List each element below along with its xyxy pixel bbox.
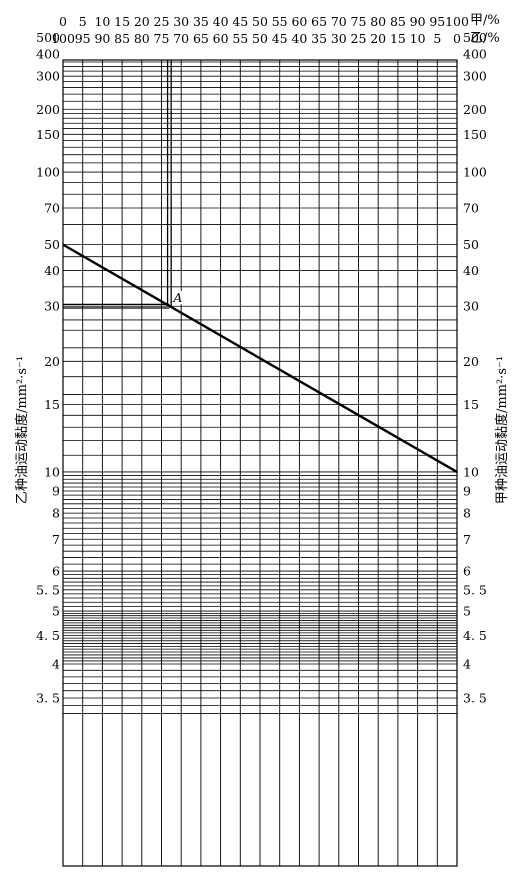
series-layer: A: [62, 243, 458, 473]
top-tick-a-label: 50: [252, 14, 268, 29]
top-tick-b-label: 90: [94, 31, 110, 46]
top-tick-b-label: 20: [370, 31, 386, 46]
right-y-tick-label: 9: [463, 483, 471, 498]
left-y-tick-label: 5: [52, 604, 60, 619]
top-tick-a-label: 5: [79, 14, 87, 29]
left-y-tick-label: 3. 5: [36, 690, 60, 705]
left-axis-label: 乙种油运动黏度/mm²·s⁻¹: [14, 356, 30, 504]
left-y-tick-label: 40: [44, 263, 60, 278]
tick-labels: 0100595109015852080257530703565406045555…: [36, 14, 487, 705]
top-tick-b-label: 10: [410, 31, 426, 46]
top-tick-a-label: 100: [445, 14, 469, 29]
right-y-tick-label: 300: [463, 69, 487, 84]
left-y-tick-label: 10: [44, 464, 60, 479]
left-y-tick-label: 7: [52, 532, 60, 547]
series-line: [62, 243, 458, 473]
left-y-tick-label: 4. 5: [36, 628, 60, 643]
left-y-tick-label: 8: [52, 506, 60, 521]
top-tick-b-label: 35: [311, 31, 327, 46]
right-y-tick-label: 4. 5: [463, 628, 487, 643]
top-tick-a-label: 55: [272, 14, 288, 29]
right-y-tick-label: 100: [463, 165, 487, 180]
annotation-point-a: A: [172, 290, 182, 305]
top-tick-b-label: 50: [252, 31, 268, 46]
left-y-tick-label: 100: [36, 165, 60, 180]
top-tick-b-label: 45: [272, 31, 288, 46]
top-tick-b-label: 15: [390, 31, 406, 46]
top-tick-a-label: 25: [154, 14, 170, 29]
top-tick-b-label: 75: [154, 31, 170, 46]
top-tick-b-label: 30: [331, 31, 347, 46]
left-y-tick-label: 500: [36, 30, 60, 45]
right-y-tick-label: 70: [463, 201, 479, 216]
left-y-tick-label: 300: [36, 69, 60, 84]
top-tick-a-label: 10: [94, 14, 110, 29]
top-tick-a-label: 75: [351, 14, 367, 29]
top-tick-a-label: 20: [134, 14, 150, 29]
top-tick-a-label: 15: [114, 14, 130, 29]
top-tick-a-label: 95: [429, 14, 445, 29]
top-tick-b-label: 60: [213, 31, 229, 46]
left-y-tick-label: 6: [52, 564, 60, 579]
top-tick-a-label: 85: [390, 14, 406, 29]
left-y-tick-label: 150: [36, 127, 60, 142]
right-y-tick-label: 30: [463, 299, 479, 314]
guide-lines: [63, 60, 172, 309]
left-y-tick-label: 30: [44, 299, 60, 314]
top-tick-b-label: 65: [193, 31, 209, 46]
left-y-tick-label: 200: [36, 102, 60, 117]
left-y-tick-label: 400: [36, 47, 60, 62]
plot-frame: [62, 59, 458, 867]
left-y-tick-label: 4: [52, 657, 60, 672]
left-y-tick-label: 9: [52, 483, 60, 498]
top-tick-b-label: 55: [232, 31, 248, 46]
top-tick-b-label: 85: [114, 31, 130, 46]
right-y-tick-label: 20: [463, 354, 479, 369]
right-y-tick-label: 50: [463, 237, 479, 252]
right-y-tick-label: 5. 5: [463, 582, 487, 597]
left-y-tick-label: 20: [44, 354, 60, 369]
grid: [62, 59, 458, 867]
top-tick-b-label: 0: [453, 31, 461, 46]
left-y-tick-label: 5. 5: [36, 582, 60, 597]
left-y-tick-label: 70: [44, 201, 60, 216]
top-axis-a-label: 甲/%: [470, 13, 500, 28]
right-y-tick-label: 8: [463, 506, 471, 521]
right-y-tick-label: 3. 5: [463, 690, 487, 705]
right-y-tick-label: 10: [463, 464, 479, 479]
top-tick-b-label: 100: [51, 31, 75, 46]
left-y-tick-label: 15: [44, 397, 60, 412]
right-y-tick-label: 15: [463, 397, 479, 412]
right-y-tick-label: 150: [463, 127, 487, 142]
top-tick-b-label: 5: [433, 31, 441, 46]
top-tick-a-label: 35: [193, 14, 209, 29]
top-axis-b-label: 乙/%: [470, 31, 500, 46]
top-tick-a-label: 0: [59, 14, 67, 29]
right-y-tick-label: 5: [463, 604, 471, 619]
right-y-tick-label: 40: [463, 263, 479, 278]
right-y-tick-label: 500: [463, 30, 487, 45]
top-tick-b-label: 40: [291, 31, 307, 46]
annotation-bg: [172, 291, 186, 305]
top-tick-a-label: 90: [410, 14, 426, 29]
right-y-tick-label: 400: [463, 47, 487, 62]
right-y-tick-label: 7: [463, 532, 471, 547]
top-tick-a-label: 70: [331, 14, 347, 29]
top-tick-a-label: 60: [291, 14, 307, 29]
top-tick-b-label: 80: [134, 31, 150, 46]
top-tick-a-label: 80: [370, 14, 386, 29]
right-y-tick-label: 200: [463, 102, 487, 117]
top-tick-a-label: 40: [213, 14, 229, 29]
top-tick-b-label: 70: [173, 31, 189, 46]
left-y-tick-label: 50: [44, 237, 60, 252]
top-tick-a-label: 65: [311, 14, 327, 29]
right-y-tick-label: 6: [463, 564, 471, 579]
top-tick-a-label: 45: [232, 14, 248, 29]
top-tick-b-label: 25: [351, 31, 367, 46]
right-axis-label: 甲种油运动黏度/mm²·s⁻¹: [494, 356, 510, 504]
top-tick-b-label: 95: [75, 31, 91, 46]
top-tick-a-label: 30: [173, 14, 189, 29]
right-y-tick-label: 4: [463, 657, 471, 672]
